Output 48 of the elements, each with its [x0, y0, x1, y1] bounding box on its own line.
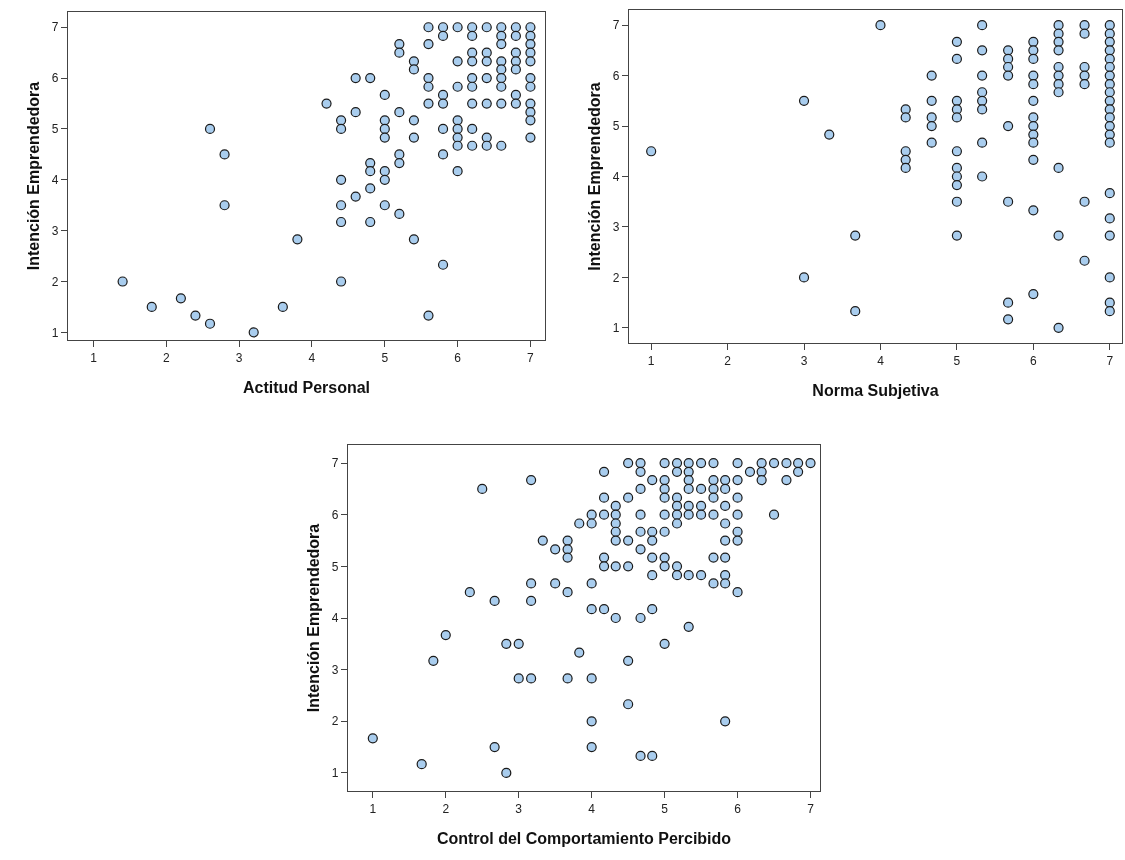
y-tick-label: 4: [612, 169, 620, 184]
x-tick-label: 2: [724, 353, 732, 368]
y-tick-label: 5: [51, 122, 59, 137]
y-tick-label: 3: [331, 662, 339, 677]
x-tick-label: 5: [953, 353, 961, 368]
x-tick-label: 2: [162, 350, 170, 365]
y-tick-label: 5: [612, 119, 620, 134]
y-tick-label: 2: [331, 714, 339, 729]
y-tick-label: 6: [331, 507, 339, 522]
x-tick-label: 6: [1030, 353, 1037, 368]
y-tick-label: 4: [51, 173, 59, 188]
x-axis-title: Actitud Personal: [242, 379, 371, 397]
x-tick-label: 1: [369, 801, 377, 816]
y-tick-label: 2: [612, 270, 620, 285]
y-tick-label: 4: [331, 611, 339, 626]
x-tick-label: 1: [90, 350, 98, 365]
x-tick-label: 5: [661, 801, 669, 816]
y-tick-label: 5: [331, 559, 339, 574]
y-axis-title: Intención Emprendedora: [24, 81, 42, 271]
x-tick-label: 2: [442, 801, 450, 816]
x-tick-label: 3: [515, 801, 523, 816]
x-tick-label: 5: [381, 350, 389, 365]
x-tick-label: 7: [1106, 353, 1114, 368]
y-tick-label: 3: [51, 223, 59, 238]
y-tick-label: 1: [331, 766, 339, 781]
x-tick-label: 3: [800, 353, 808, 368]
y-tick-label: 1: [51, 325, 59, 340]
y-tick-label: 2: [51, 274, 59, 289]
y-tick-label: 6: [612, 68, 620, 83]
x-axis-title: Norma Subjetiva: [812, 382, 939, 400]
x-tick-label: 7: [527, 350, 535, 365]
y-tick-label: 3: [612, 220, 620, 235]
y-tick-label: 7: [331, 456, 339, 471]
x-tick-label: 6: [454, 350, 462, 365]
x-axis-title: Control del Comportamiento Percibido: [436, 830, 732, 848]
y-tick-label: 6: [51, 71, 59, 86]
x-tick-label: 6: [734, 801, 742, 816]
x-tick-label: 7: [807, 801, 815, 816]
y-tick-label: 7: [612, 18, 620, 33]
x-tick-label: 4: [308, 350, 316, 365]
y-axis-title: Intención Emprendedora: [304, 523, 322, 713]
y-tick-label: 1: [612, 321, 620, 336]
y-tick-label: 7: [51, 20, 59, 35]
x-tick-label: 4: [588, 801, 596, 816]
y-axis-title: Intención Emprendedora: [585, 82, 603, 271]
x-tick-label: 1: [647, 353, 655, 368]
x-tick-label: 4: [877, 353, 885, 368]
x-tick-label: 3: [235, 350, 243, 365]
